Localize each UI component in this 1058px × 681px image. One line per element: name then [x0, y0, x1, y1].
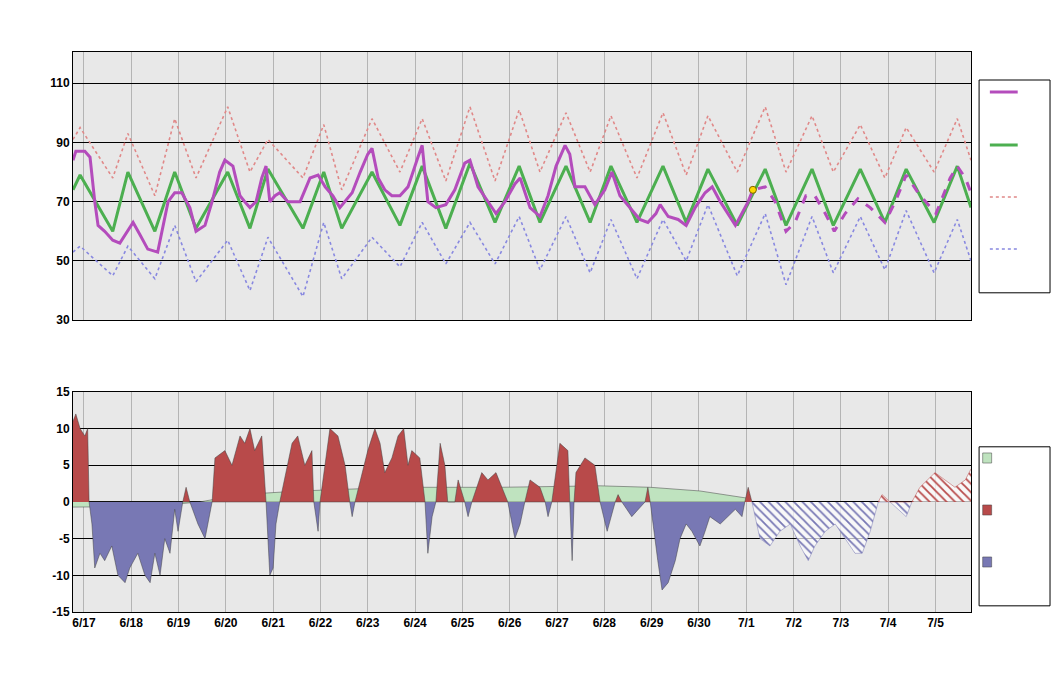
svg-text:6/21: 6/21: [261, 616, 285, 630]
svg-text:-10: -10: [52, 569, 70, 583]
svg-text:6/25: 6/25: [451, 616, 475, 630]
svg-text:6/30: 6/30: [687, 616, 711, 630]
svg-text:110: 110: [50, 76, 70, 90]
svg-text:5: 5: [63, 458, 70, 472]
svg-text:6/20: 6/20: [214, 616, 238, 630]
svg-text:6/24: 6/24: [403, 616, 427, 630]
svg-text:7/5: 7/5: [927, 616, 944, 630]
svg-text:70: 70: [56, 195, 70, 209]
svg-text:7/3: 7/3: [833, 616, 850, 630]
svg-text:7/4: 7/4: [880, 616, 897, 630]
svg-text:6/17: 6/17: [72, 616, 96, 630]
svg-text:10: 10: [56, 422, 70, 436]
svg-text:6/27: 6/27: [545, 616, 569, 630]
svg-text:-5: -5: [59, 532, 70, 546]
svg-text:90: 90: [56, 136, 70, 150]
svg-text:-15: -15: [52, 605, 70, 619]
svg-text:6/19: 6/19: [167, 616, 191, 630]
svg-text:0: 0: [63, 495, 70, 509]
svg-text:6/28: 6/28: [593, 616, 617, 630]
svg-text:15: 15: [56, 385, 70, 399]
svg-text:6/22: 6/22: [309, 616, 333, 630]
svg-text:30: 30: [56, 313, 70, 327]
svg-text:7/2: 7/2: [785, 616, 802, 630]
svg-text:50: 50: [56, 254, 70, 268]
svg-text:6/26: 6/26: [498, 616, 522, 630]
svg-text:6/29: 6/29: [640, 616, 664, 630]
svg-text:7/1: 7/1: [738, 616, 755, 630]
svg-text:6/23: 6/23: [356, 616, 380, 630]
svg-text:6/18: 6/18: [120, 616, 144, 630]
